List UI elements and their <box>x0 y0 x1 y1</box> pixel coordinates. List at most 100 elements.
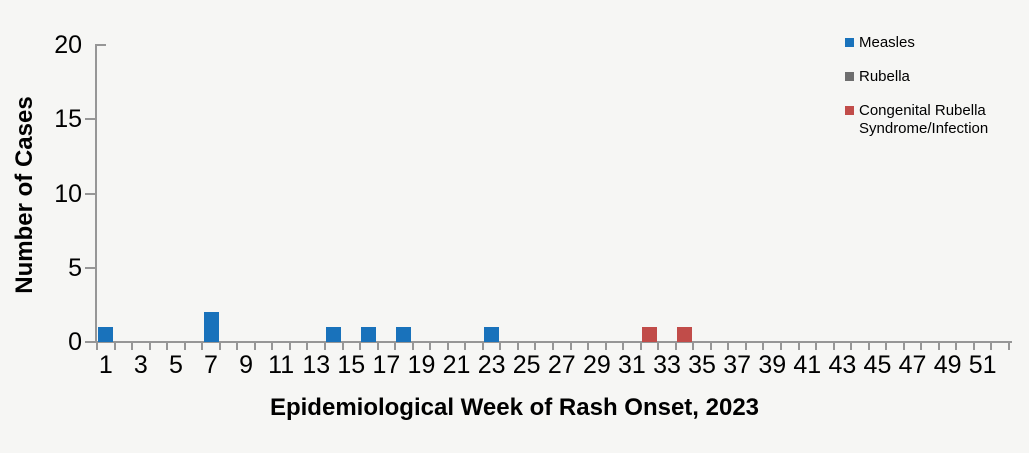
bar-measles-week-18 <box>396 327 412 342</box>
x-axis-tick-label: 1 <box>98 351 113 379</box>
x-axis-tick-label: 3 <box>133 351 148 379</box>
x-axis-tick <box>324 343 326 350</box>
x-axis-tick <box>376 343 379 350</box>
y-axis-line <box>95 44 97 343</box>
x-axis-tick-label: 21 <box>442 351 471 379</box>
x-axis-tick <box>464 343 467 350</box>
x-axis-tick-label: 43 <box>828 351 857 379</box>
x-axis-tick-label: 31 <box>618 351 646 379</box>
x-axis-tick <box>341 343 344 350</box>
x-axis-tick-label: 35 <box>688 351 716 379</box>
x-axis-tick-label: 51 <box>968 351 997 379</box>
x-axis-tick <box>253 343 256 350</box>
legend-item-measles: Measles <box>845 34 1023 52</box>
x-axis-tick <box>516 343 519 350</box>
x-axis-tick <box>411 343 414 350</box>
x-axis-tick <box>885 343 888 350</box>
x-axis-tick <box>499 343 502 350</box>
legend-swatch-congenital-rubella-syndrome-infection <box>845 106 854 115</box>
legend: Measles Rubella Congenital Rubella Syndrom… <box>845 34 1023 138</box>
x-axis-tick-label: 25 <box>512 351 541 379</box>
bar-congenital-rubella-syndrome-infection-week-32 <box>641 327 657 342</box>
x-axis-tick <box>639 343 642 350</box>
x-axis-tick <box>113 343 116 350</box>
x-axis-tick <box>920 343 923 350</box>
x-axis-tick <box>990 343 993 350</box>
x-axis-tick-label: 11 <box>268 351 295 379</box>
x-axis-tick <box>744 343 747 350</box>
x-axis-tick-label: 47 <box>898 351 927 379</box>
bar-measles-week-16 <box>361 327 377 342</box>
legend-item-congenital-rubella-syndrome-infection: Congenital Rubella Syndrome/Infection <box>845 102 1023 138</box>
y-axis-tick-label: 10 <box>54 179 82 208</box>
x-axis-tick <box>306 343 309 350</box>
x-axis-tick <box>657 343 660 350</box>
x-axis-tick-label: 5 <box>168 351 183 379</box>
legend-label-congenital-rubella-syndrome-infection: Congenital Rubella Syndrome/Infection <box>859 102 989 137</box>
legend-label-rubella: Rubella <box>859 68 910 85</box>
x-axis-tick <box>201 343 204 350</box>
x-axis-tick-label: 19 <box>407 351 436 379</box>
x-axis-tick <box>972 343 975 350</box>
legend-swatch-measles <box>845 38 854 47</box>
x-axis-tick <box>709 343 712 350</box>
y-axis-tick-label: 20 <box>54 31 82 59</box>
y-axis-tick <box>85 118 95 121</box>
x-axis-tick <box>429 343 432 350</box>
x-axis-tick <box>674 343 677 350</box>
x-axis-tick <box>1008 343 1010 350</box>
x-axis-tick-label: 15 <box>337 351 366 379</box>
x-axis-tick <box>832 343 835 350</box>
x-axis-tick-label: 49 <box>933 351 962 379</box>
x-axis-tick <box>183 343 186 350</box>
y-axis-top-tick <box>97 44 106 46</box>
bar-measles-week-7 <box>203 312 219 342</box>
x-axis-tick <box>271 343 274 350</box>
x-axis-tick-label: 13 <box>302 351 331 379</box>
x-axis-tick <box>587 343 590 350</box>
x-axis-tick-label: 41 <box>793 351 822 379</box>
x-axis-tick-label: 45 <box>863 351 892 379</box>
y-axis-tick-label: 15 <box>54 105 82 134</box>
x-axis-tick <box>394 343 397 350</box>
x-axis-tick <box>131 343 134 350</box>
x-axis-tick <box>481 343 484 350</box>
x-axis-tick <box>815 343 818 350</box>
bar-measles-week-14 <box>326 327 342 342</box>
x-axis-tick <box>780 343 782 350</box>
x-axis-tick <box>534 343 537 350</box>
bar-measles-week-23 <box>484 327 500 342</box>
x-axis-tick <box>446 343 449 350</box>
x-axis-tick-label: 37 <box>723 351 752 379</box>
x-axis-tick-label: 29 <box>582 351 611 379</box>
y-axis-tick-label: 0 <box>68 328 82 356</box>
x-axis-tick-label: 33 <box>653 351 681 379</box>
x-axis-tick-label: 17 <box>372 351 401 379</box>
x-axis-tick <box>148 343 151 350</box>
x-axis-tick <box>850 343 853 350</box>
x-axis-tick <box>727 343 730 350</box>
y-axis-tick <box>85 341 95 343</box>
x-axis-tick <box>762 343 765 350</box>
x-axis-tick <box>867 343 870 350</box>
bar-measles-week-1 <box>98 327 114 342</box>
x-axis-tick-label: 23 <box>477 351 506 379</box>
bar-congenital-rubella-syndrome-infection-week-34 <box>677 327 693 342</box>
x-axis-tick <box>937 343 940 350</box>
x-axis-tick <box>552 343 554 350</box>
x-axis-tick <box>797 343 800 350</box>
x-axis-tick <box>569 343 572 350</box>
x-axis-tick <box>955 343 958 350</box>
x-axis-tick-label: 27 <box>547 351 576 379</box>
x-axis-tick-label: 39 <box>758 351 787 379</box>
x-axis-tick <box>218 343 221 350</box>
x-axis-tick <box>604 343 607 350</box>
y-axis-tick-label: 5 <box>68 253 82 282</box>
x-axis-tick <box>902 343 905 350</box>
legend-item-rubella: Rubella <box>845 68 1023 86</box>
x-axis-tick <box>692 343 695 350</box>
legend-label-measles: Measles <box>859 34 915 51</box>
x-axis-tick-label: 9 <box>239 351 254 379</box>
